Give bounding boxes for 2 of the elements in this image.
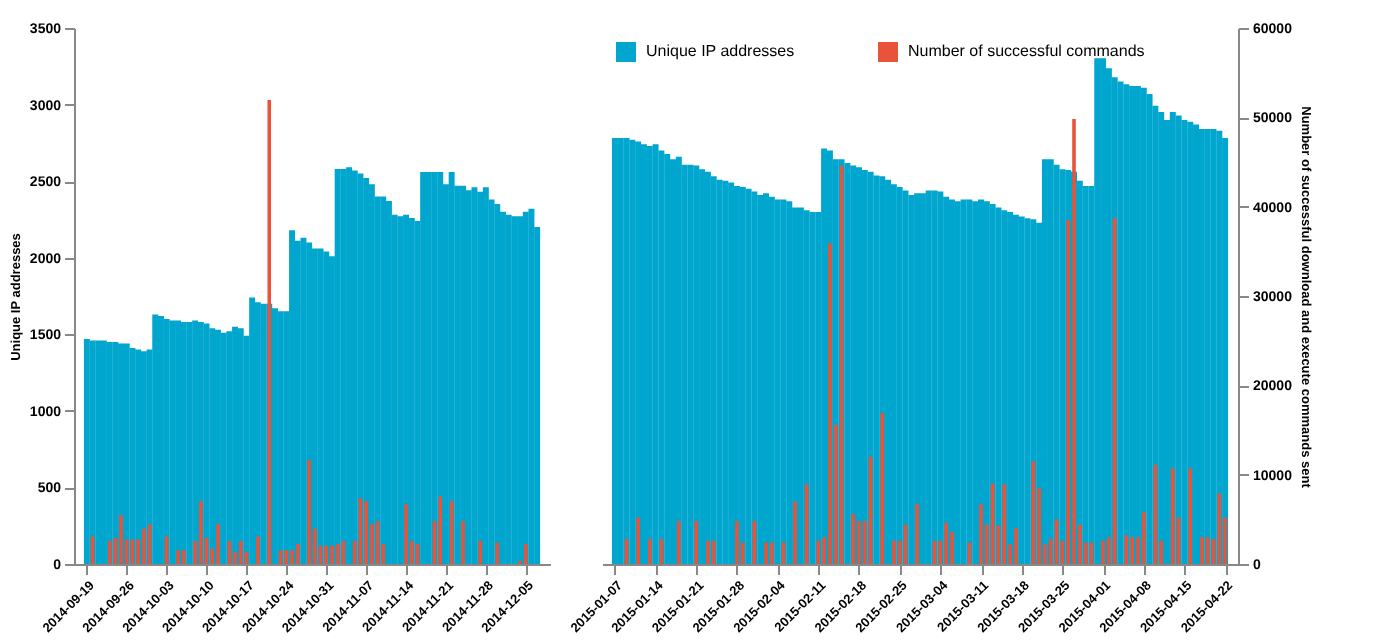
legend-label: Unique IP addresses: [646, 42, 795, 60]
legend-label: Number of successful commands: [908, 42, 1145, 60]
